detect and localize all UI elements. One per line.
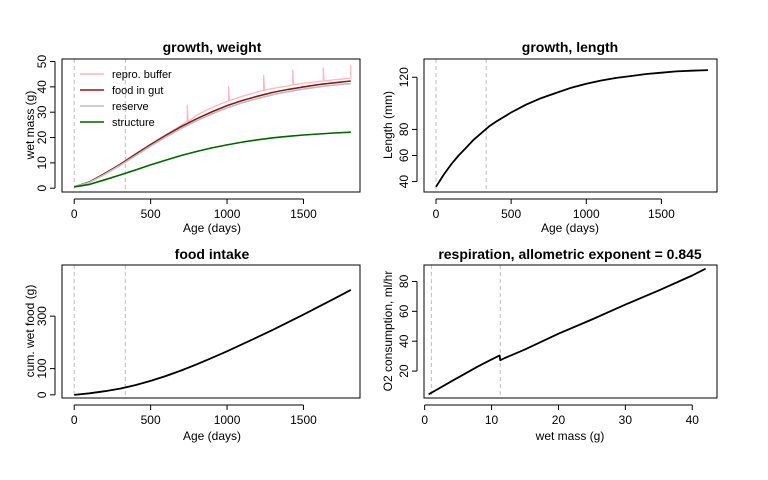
y-tick-label: 0 <box>35 391 49 398</box>
x-tick-label: 1500 <box>290 207 317 221</box>
x-tick-label: 20 <box>552 413 566 427</box>
x-tick-label: 1500 <box>648 207 675 221</box>
y-tick-label: 300 <box>35 306 49 326</box>
legend-entry: reserve <box>112 101 149 113</box>
x-tick-label: 30 <box>619 413 633 427</box>
legend-entry: structure <box>112 117 155 129</box>
panel-title: growth, length <box>522 39 618 55</box>
y-tick-label: 100 <box>35 358 49 378</box>
y-tick-label: 50 <box>35 55 49 69</box>
x-tick-label: 1000 <box>214 207 241 221</box>
y-tick-label: 0 <box>35 185 49 192</box>
y-tick-label: 60 <box>397 304 411 318</box>
x-axis-label: Age (days) <box>541 221 599 235</box>
y-tick-label: 20 <box>397 364 411 378</box>
panel-title: respiration, allometric exponent = 0.845 <box>438 246 702 262</box>
y-tick-label: 40 <box>397 334 411 348</box>
panel-growth-weight: growth, weight 0 500 1000 1500 0 10 20 30 40 50 r… <box>23 39 361 235</box>
series-line-0 <box>74 289 352 396</box>
x-axis-label: Age (days) <box>183 429 241 443</box>
plot-frame <box>61 58 361 193</box>
y-tick-label: 60 <box>397 148 411 162</box>
panel-title: food intake <box>175 246 250 262</box>
x-axis-label: wet mass (g) <box>535 429 605 443</box>
panel-growth-length: growth, length 0 500 1000 1500 40 60 80 120 Age… <box>381 39 718 235</box>
legend-entry: food in gut <box>112 85 163 97</box>
x-tick-label: 0 <box>71 207 78 221</box>
y-tick-label: 40 <box>35 80 49 94</box>
x-tick-label: 0 <box>433 207 440 221</box>
y-tick-label: 80 <box>397 122 411 136</box>
x-tick-label: 0 <box>421 413 428 427</box>
x-axis-label: Age (days) <box>183 221 241 235</box>
panel-title: growth, weight <box>163 39 262 55</box>
plot-frame <box>423 264 718 399</box>
x-tick-label: 1000 <box>214 413 241 427</box>
y-tick-label: 10 <box>35 156 49 170</box>
x-tick-label: 10 <box>485 413 499 427</box>
plot-frame <box>61 264 361 399</box>
legend: repro. buffer food in gut reserve structure <box>80 69 172 129</box>
series-line-0 <box>428 267 707 396</box>
y-tick-label: 120 <box>397 67 411 87</box>
legend-entry: repro. buffer <box>112 69 172 81</box>
x-tick-label: 0 <box>71 413 78 427</box>
y-axis-label: O2 consumption, ml/hr <box>381 271 395 392</box>
x-tick-label: 500 <box>501 207 521 221</box>
panel-respiration: respiration, allometric exponent = 0.845… <box>381 246 718 443</box>
y-axis-label: Length (mm) <box>381 91 395 159</box>
x-tick-label: 500 <box>141 207 161 221</box>
y-tick-label: 80 <box>397 274 411 288</box>
x-tick-label: 40 <box>686 413 700 427</box>
y-axis-label: wet mass (g) <box>23 91 37 161</box>
y-axis-label: cum. wet food (g) <box>23 285 37 378</box>
y-tick-label: 40 <box>397 175 411 189</box>
x-tick-label: 500 <box>141 413 161 427</box>
y-tick-label: 30 <box>35 105 49 119</box>
y-tick-label: 20 <box>35 131 49 145</box>
x-tick-label: 1500 <box>290 413 317 427</box>
series-line-0 <box>435 69 709 188</box>
plot-frame <box>423 58 718 193</box>
x-tick-label: 1000 <box>573 207 600 221</box>
panel-food-intake: food intake 0 500 1000 1500 0 100 300 Age (day… <box>23 246 361 443</box>
series-line-1 <box>73 80 351 188</box>
series-line-2 <box>73 82 351 188</box>
series-line-3 <box>74 131 351 188</box>
